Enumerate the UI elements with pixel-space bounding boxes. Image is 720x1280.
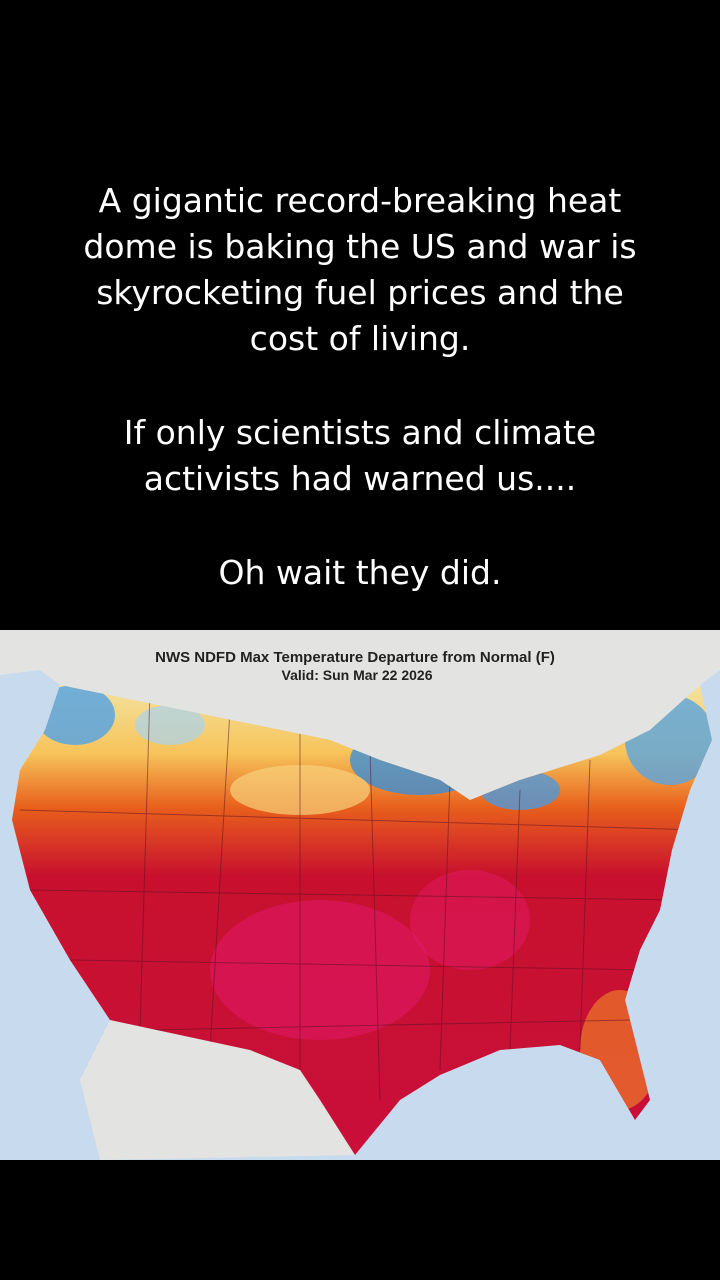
temperature-map: NWS NDFD Max Temperature Departure from … bbox=[0, 630, 720, 1160]
caption-line: activists had warned us.... bbox=[143, 459, 577, 498]
map-valid-date: Valid: Sun Mar 22 2026 bbox=[282, 667, 433, 683]
caption-line: A gigantic record-breaking heat bbox=[98, 181, 622, 220]
caption-line: dome is baking the US and war is bbox=[83, 227, 637, 266]
caption: A gigantic record-breaking heat dome is b… bbox=[0, 178, 720, 644]
caption-paragraph: A gigantic record-breaking heat dome is b… bbox=[0, 178, 720, 362]
state-borders bbox=[19, 689, 701, 1101]
caption-line: cost of living. bbox=[249, 319, 471, 358]
caption-line: If only scientists and climate bbox=[123, 413, 597, 452]
mexico bbox=[80, 1020, 355, 1160]
caption-line: skyrocketing fuel prices and the bbox=[96, 273, 624, 312]
caption-paragraph: If only scientists and climate activists … bbox=[0, 410, 720, 502]
canada bbox=[0, 630, 720, 800]
caption-paragraph: Oh wait they did. bbox=[0, 550, 720, 596]
caption-line: Oh wait they did. bbox=[218, 553, 502, 592]
map-title: NWS NDFD Max Temperature Departure from … bbox=[155, 649, 555, 666]
